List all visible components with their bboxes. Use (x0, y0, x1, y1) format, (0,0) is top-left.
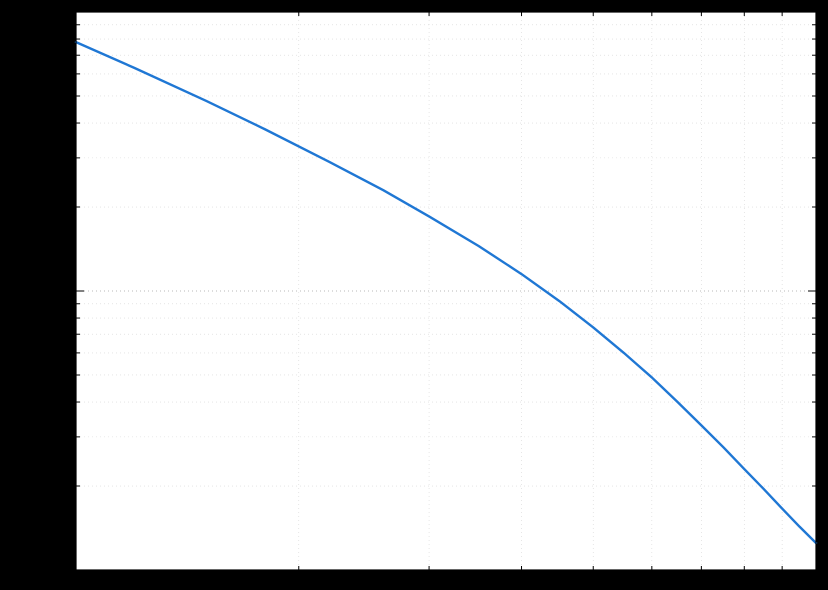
chart-svg (0, 0, 828, 590)
chart-container (0, 0, 828, 590)
